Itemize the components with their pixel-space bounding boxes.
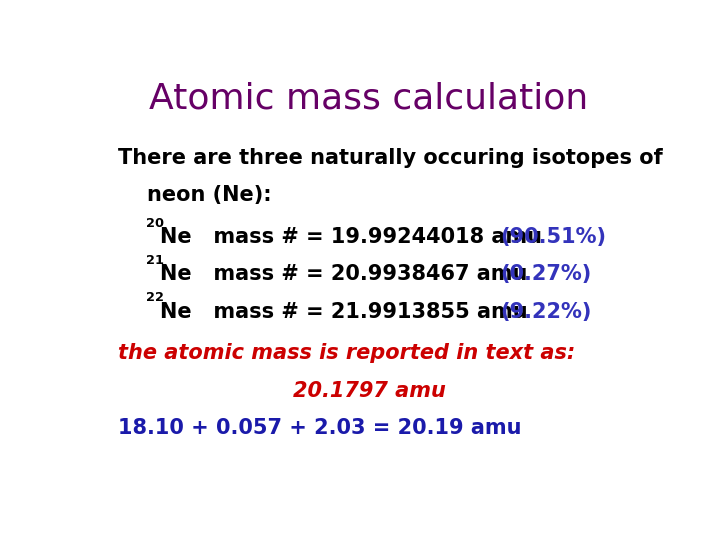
Text: (0.27%): (0.27%) <box>500 265 591 285</box>
Text: 21: 21 <box>145 254 164 267</box>
Text: neon (Ne):: neon (Ne): <box>118 185 271 205</box>
Text: Ne   mass # = 20.9938467 amu: Ne mass # = 20.9938467 amu <box>160 265 527 285</box>
Text: the atomic mass is reported in text as:: the atomic mass is reported in text as: <box>118 343 575 363</box>
Text: (9.22%): (9.22%) <box>500 302 592 322</box>
Text: Atomic mass calculation: Atomic mass calculation <box>149 82 589 116</box>
Text: There are three naturally occuring isotopes of: There are three naturally occuring isoto… <box>118 148 662 168</box>
Text: 20: 20 <box>145 217 164 230</box>
Text: 20.1797 amu: 20.1797 amu <box>292 381 446 401</box>
Text: 18.10 + 0.057 + 2.03 = 20.19 amu: 18.10 + 0.057 + 2.03 = 20.19 amu <box>118 418 521 438</box>
Text: 22: 22 <box>145 292 164 305</box>
Text: (90.51%): (90.51%) <box>500 227 606 247</box>
Text: Ne   mass # = 19.99244018 amu: Ne mass # = 19.99244018 amu <box>160 227 541 247</box>
Text: Ne   mass # = 21.9913855 amu: Ne mass # = 21.9913855 amu <box>160 302 527 322</box>
